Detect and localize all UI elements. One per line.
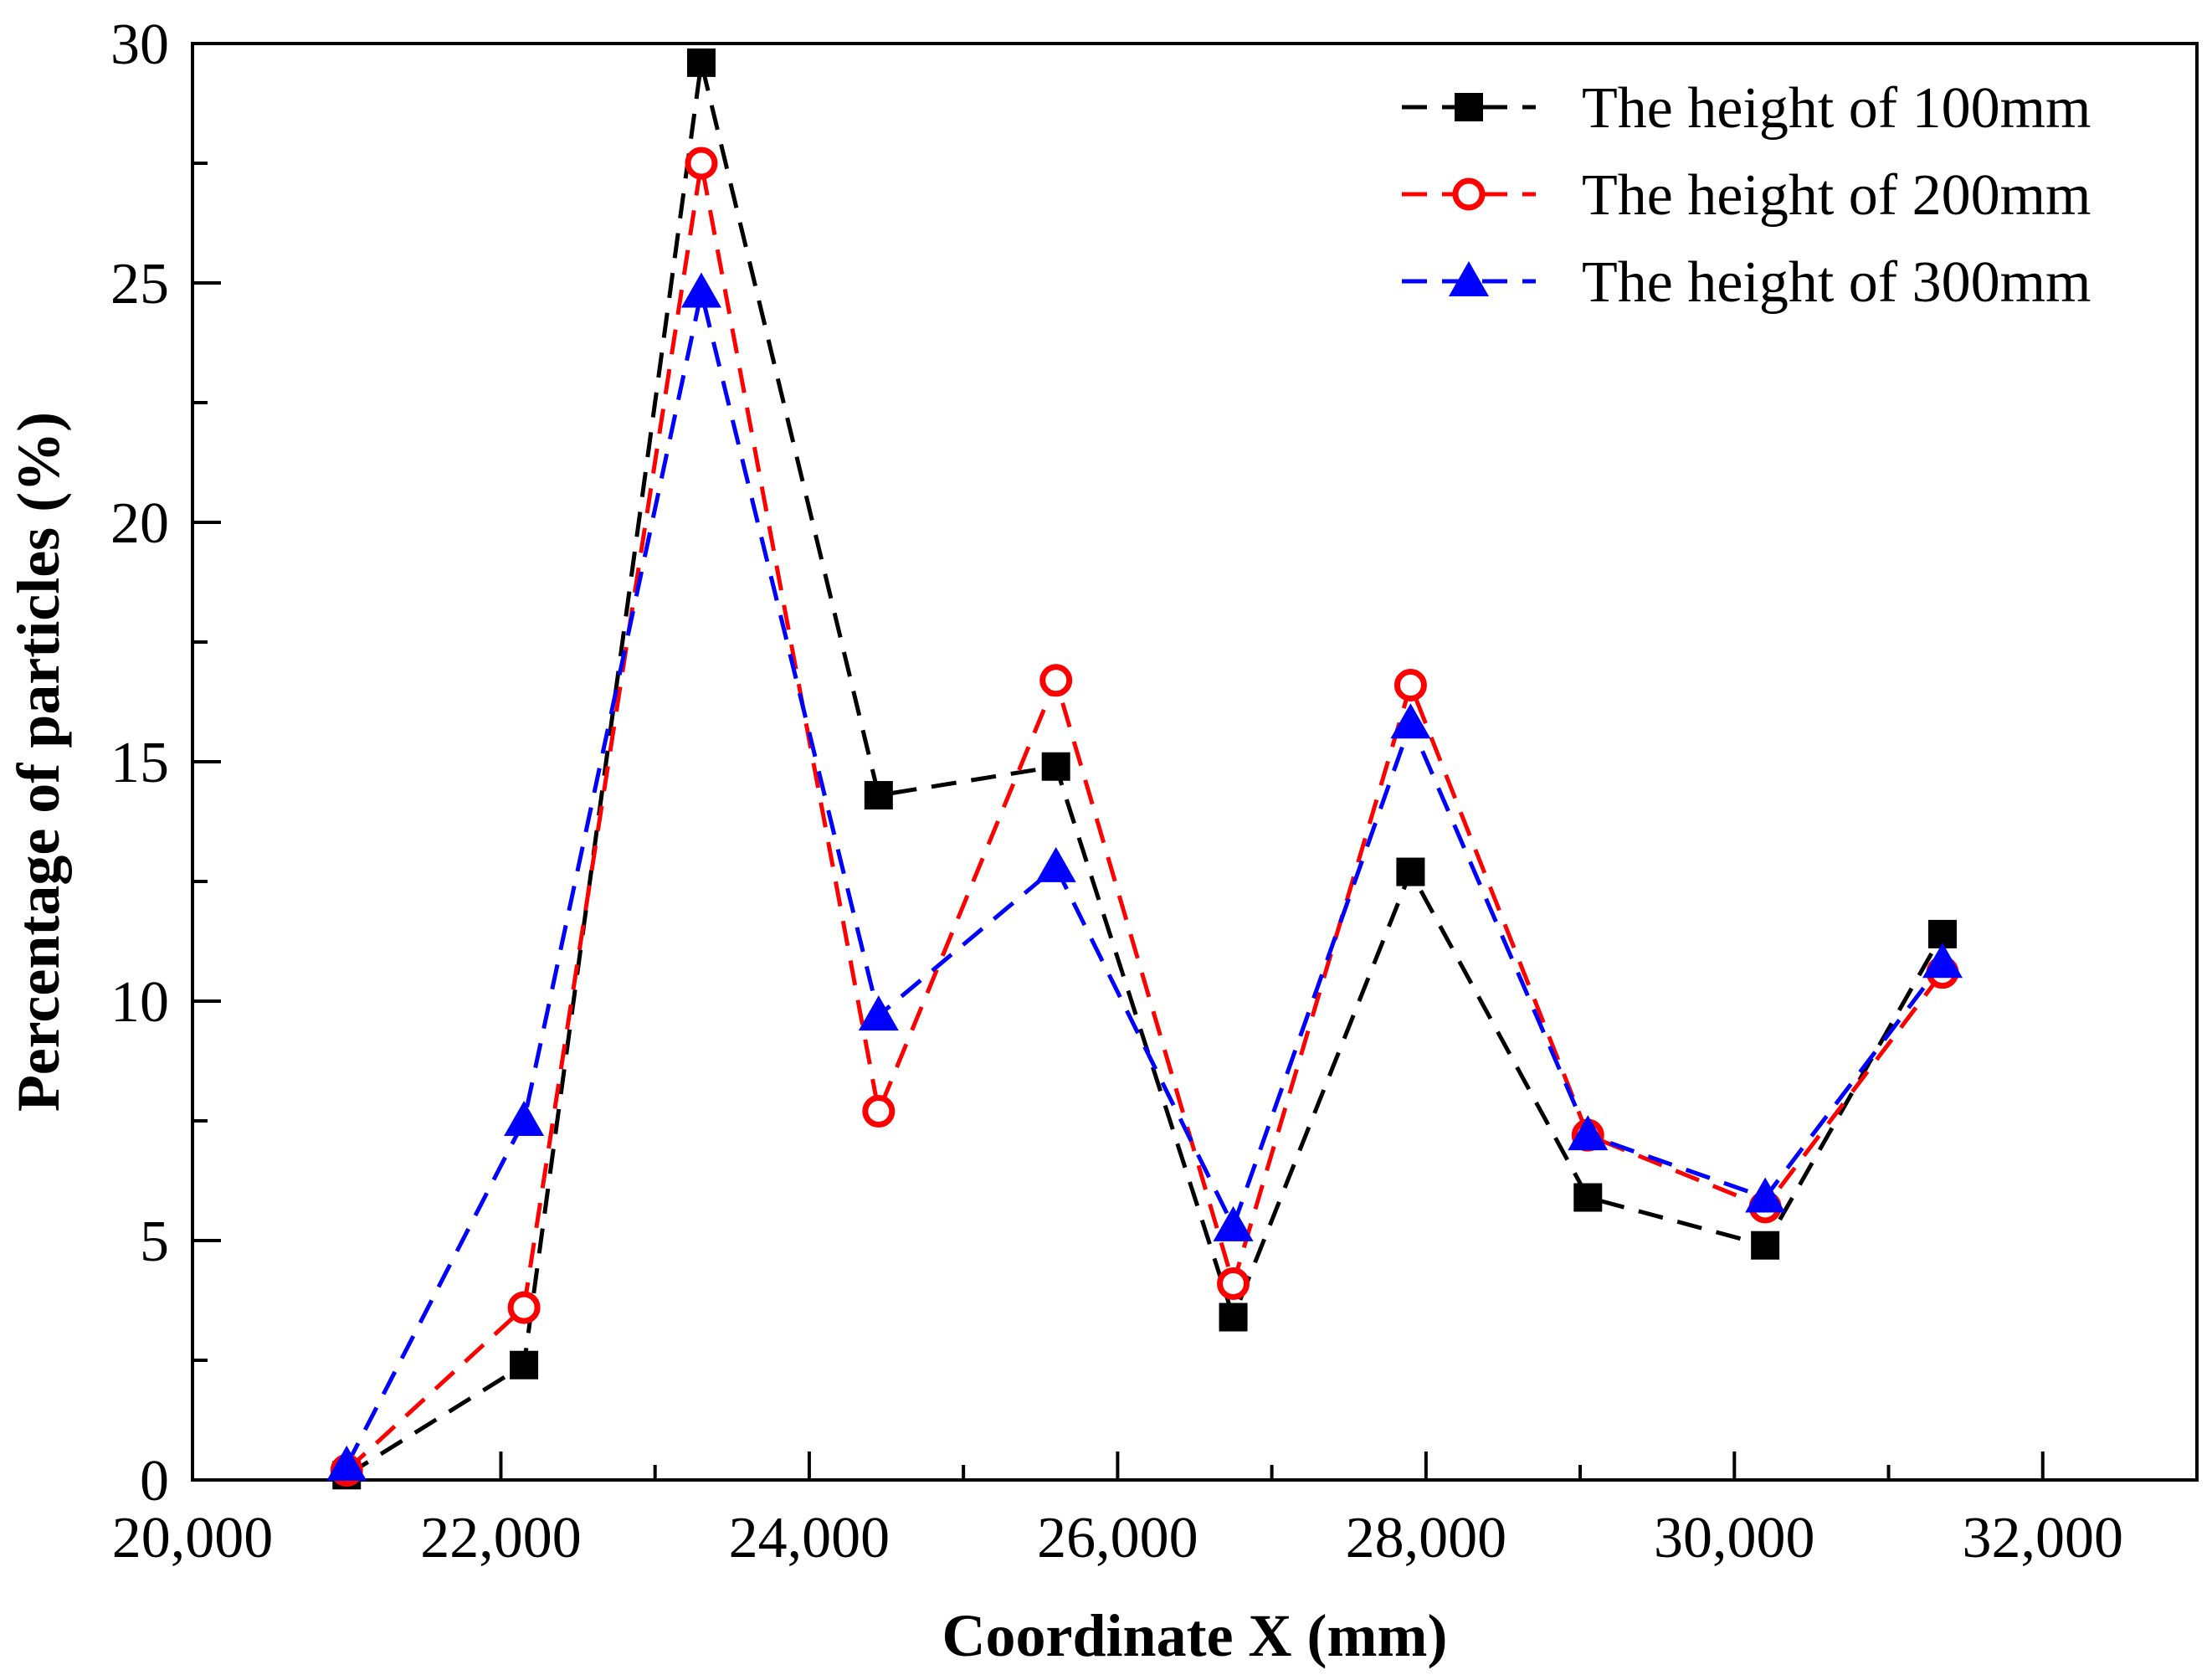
- data-point-series-3: [504, 1101, 545, 1136]
- data-point-series-1: [1396, 857, 1425, 886]
- x-tick-label: 32,000: [1963, 1506, 2124, 1570]
- axis-tick-labels: 20,000 22,000 24,000 26,000 28,000 30,000 32,0…: [110, 13, 2123, 1570]
- y-tick-label: 10: [110, 970, 169, 1035]
- data-point-series-1: [1041, 752, 1070, 781]
- x-tick-label: 30,000: [1654, 1506, 1815, 1570]
- y-tick-label: 5: [140, 1210, 169, 1274]
- series-line-3: [345, 291, 1945, 1467]
- legend-marker: [1455, 93, 1483, 121]
- series-line-2: [345, 162, 1945, 1472]
- y-axis-title: Percentage of particles (%): [5, 412, 72, 1112]
- data-point-series-3: [326, 1445, 367, 1481]
- x-tick-label: 22,000: [420, 1506, 582, 1570]
- data-point-series-3: [1390, 703, 1431, 739]
- legend: The height of 100mm The height of 200mm Th…: [1402, 76, 2091, 315]
- data-point-series-1: [1751, 1231, 1780, 1260]
- data-point-series-3: [1745, 1177, 1786, 1213]
- x-axis-title: Coordinate X (mm): [942, 1602, 1448, 1669]
- legend-marker: [1449, 261, 1489, 296]
- data-point-series-2: [1039, 664, 1073, 697]
- legend-label: The height of 100mm: [1582, 76, 2091, 141]
- data-point-series-3: [1213, 1205, 1254, 1241]
- legend-marker: [1452, 177, 1486, 211]
- data-point-series-2: [1393, 668, 1427, 701]
- y-tick-label: 25: [110, 252, 169, 316]
- y-tick-label: 30: [110, 13, 169, 77]
- data-point-series-3: [1035, 846, 1076, 882]
- data-point-series-1: [510, 1350, 539, 1380]
- data-point-series-1: [686, 48, 716, 77]
- x-tick-label: 28,000: [1346, 1506, 1507, 1570]
- y-tick-label: 0: [140, 1449, 169, 1513]
- data-point-series-2: [1217, 1267, 1250, 1300]
- data-point-series-2: [862, 1095, 896, 1128]
- x-tick-label: 20,000: [112, 1506, 274, 1570]
- data-point-series-3: [1568, 1115, 1609, 1151]
- data-point-series-3: [858, 995, 899, 1031]
- legend-label: The height of 200mm: [1582, 163, 2091, 228]
- data-point-series-2: [685, 146, 718, 180]
- y-tick-label: 20: [110, 491, 169, 556]
- x-tick-label: 26,000: [1037, 1506, 1198, 1570]
- series-markers: [326, 48, 1963, 1490]
- y-tick-label: 15: [110, 731, 169, 795]
- series-lines: [345, 62, 1945, 1477]
- axis-ticks: [191, 42, 2045, 1482]
- data-point-series-3: [680, 272, 721, 308]
- legend-label: The height of 300mm: [1582, 250, 2091, 315]
- data-point-series-1: [1573, 1183, 1603, 1212]
- data-point-series-1: [864, 781, 893, 810]
- data-point-series-3: [1922, 943, 1963, 979]
- x-tick-label: 24,000: [729, 1506, 890, 1570]
- data-point-series-1: [1219, 1302, 1248, 1332]
- data-point-series-2: [507, 1291, 541, 1324]
